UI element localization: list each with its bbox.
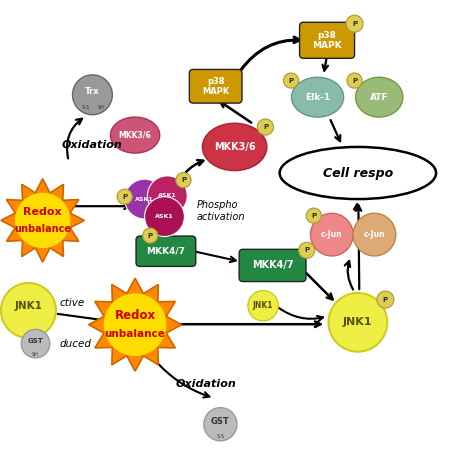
Circle shape: [353, 213, 396, 256]
Ellipse shape: [356, 77, 403, 117]
FancyBboxPatch shape: [239, 249, 306, 282]
Text: P: P: [181, 177, 186, 183]
Circle shape: [21, 329, 50, 358]
Text: Redox: Redox: [115, 309, 155, 322]
Text: unbalance: unbalance: [14, 224, 71, 234]
Ellipse shape: [202, 123, 267, 171]
Circle shape: [257, 119, 273, 135]
Circle shape: [1, 283, 56, 338]
Circle shape: [147, 176, 187, 216]
Text: Phospho
activation: Phospho activation: [197, 200, 245, 222]
Text: GST: GST: [211, 418, 230, 426]
Text: ASK1: ASK1: [158, 193, 177, 198]
Circle shape: [125, 179, 164, 219]
Text: P: P: [304, 247, 309, 253]
Text: P: P: [352, 78, 357, 83]
FancyBboxPatch shape: [300, 22, 355, 58]
Text: duced: duced: [59, 338, 91, 349]
Circle shape: [347, 73, 362, 88]
Text: Oxidation: Oxidation: [62, 139, 123, 150]
Text: SH: SH: [32, 352, 39, 356]
Text: P: P: [122, 194, 127, 200]
Text: P: P: [289, 78, 293, 83]
Text: Trx: Trx: [85, 87, 100, 95]
Text: ctive: ctive: [59, 298, 84, 309]
Circle shape: [306, 208, 321, 223]
Text: S-S: S-S: [217, 434, 224, 438]
Text: Cell respo: Cell respo: [323, 166, 393, 180]
Text: unbalance: unbalance: [105, 329, 165, 339]
Circle shape: [104, 294, 166, 356]
Text: ASK1: ASK1: [135, 197, 154, 201]
Circle shape: [73, 75, 112, 115]
Text: S-S: S-S: [82, 105, 90, 110]
FancyBboxPatch shape: [136, 236, 196, 266]
Text: MKK4/7: MKK4/7: [252, 260, 293, 271]
Text: JNK1: JNK1: [15, 301, 42, 311]
Text: JNK1: JNK1: [253, 301, 273, 310]
Text: MKK3/6: MKK3/6: [214, 142, 255, 152]
Text: P: P: [311, 213, 316, 219]
Text: P: P: [263, 124, 268, 130]
Circle shape: [283, 73, 299, 88]
Text: Redox: Redox: [23, 207, 62, 217]
Circle shape: [377, 291, 394, 308]
Text: MKK3/6: MKK3/6: [118, 131, 152, 139]
Circle shape: [328, 293, 387, 352]
Polygon shape: [1, 179, 84, 262]
Text: Oxidation: Oxidation: [176, 379, 237, 389]
Text: p38
MAPK: p38 MAPK: [202, 77, 229, 96]
Text: JNK1: JNK1: [343, 317, 373, 328]
Circle shape: [117, 189, 132, 204]
Text: c-Jun: c-Jun: [364, 230, 385, 239]
Circle shape: [299, 242, 315, 258]
Text: Elk-1: Elk-1: [305, 93, 330, 101]
Text: c-Jun: c-Jun: [321, 230, 343, 239]
Text: ATF: ATF: [370, 93, 389, 101]
Circle shape: [143, 228, 158, 243]
Ellipse shape: [292, 77, 344, 117]
Circle shape: [145, 197, 184, 237]
Text: ASK1: ASK1: [155, 214, 174, 219]
Text: P: P: [148, 233, 153, 238]
Ellipse shape: [110, 117, 160, 153]
Text: SH: SH: [98, 105, 104, 110]
Text: p38
MAPK: p38 MAPK: [312, 31, 342, 50]
Text: MKK4/7: MKK4/7: [146, 247, 185, 255]
Circle shape: [346, 15, 363, 32]
Text: GST: GST: [27, 338, 44, 344]
FancyBboxPatch shape: [189, 70, 242, 103]
Circle shape: [310, 213, 353, 256]
Circle shape: [16, 193, 70, 247]
Text: P: P: [383, 297, 388, 302]
Polygon shape: [89, 278, 182, 371]
Circle shape: [248, 291, 278, 321]
Ellipse shape: [280, 147, 436, 199]
Text: P: P: [352, 21, 357, 27]
Circle shape: [176, 173, 191, 188]
Circle shape: [204, 408, 237, 441]
